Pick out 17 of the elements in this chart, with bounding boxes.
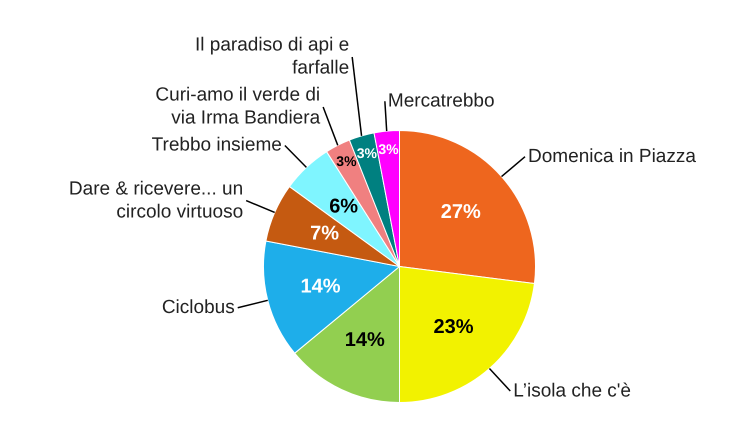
slice-label: Trebbo insieme	[152, 134, 282, 156]
slice-label: L’isola che c'è	[513, 380, 631, 402]
data-label: 3%	[378, 140, 400, 157]
slice-label: Dare & ricevere... un circolo virtuoso	[68, 178, 244, 222]
data-label: 27%	[440, 201, 481, 224]
data-label: 14%	[344, 328, 385, 351]
slice-label: Curi-amo il verde di via Irma Bandiera	[155, 84, 321, 129]
data-label: 6%	[329, 196, 358, 218]
data-label: 14%	[300, 275, 341, 298]
slice-label: Il paradiso di api e farfalle	[194, 34, 350, 79]
slice-label: Mercatrebbo	[388, 90, 495, 112]
slice-label: Ciclobus	[162, 297, 235, 318]
data-label: 3%	[356, 145, 378, 162]
data-label: 3%	[336, 153, 358, 170]
data-label: 7%	[310, 222, 340, 245]
data-label: 23%	[433, 316, 474, 338]
slice-label: Domenica in Piazza	[528, 146, 696, 167]
